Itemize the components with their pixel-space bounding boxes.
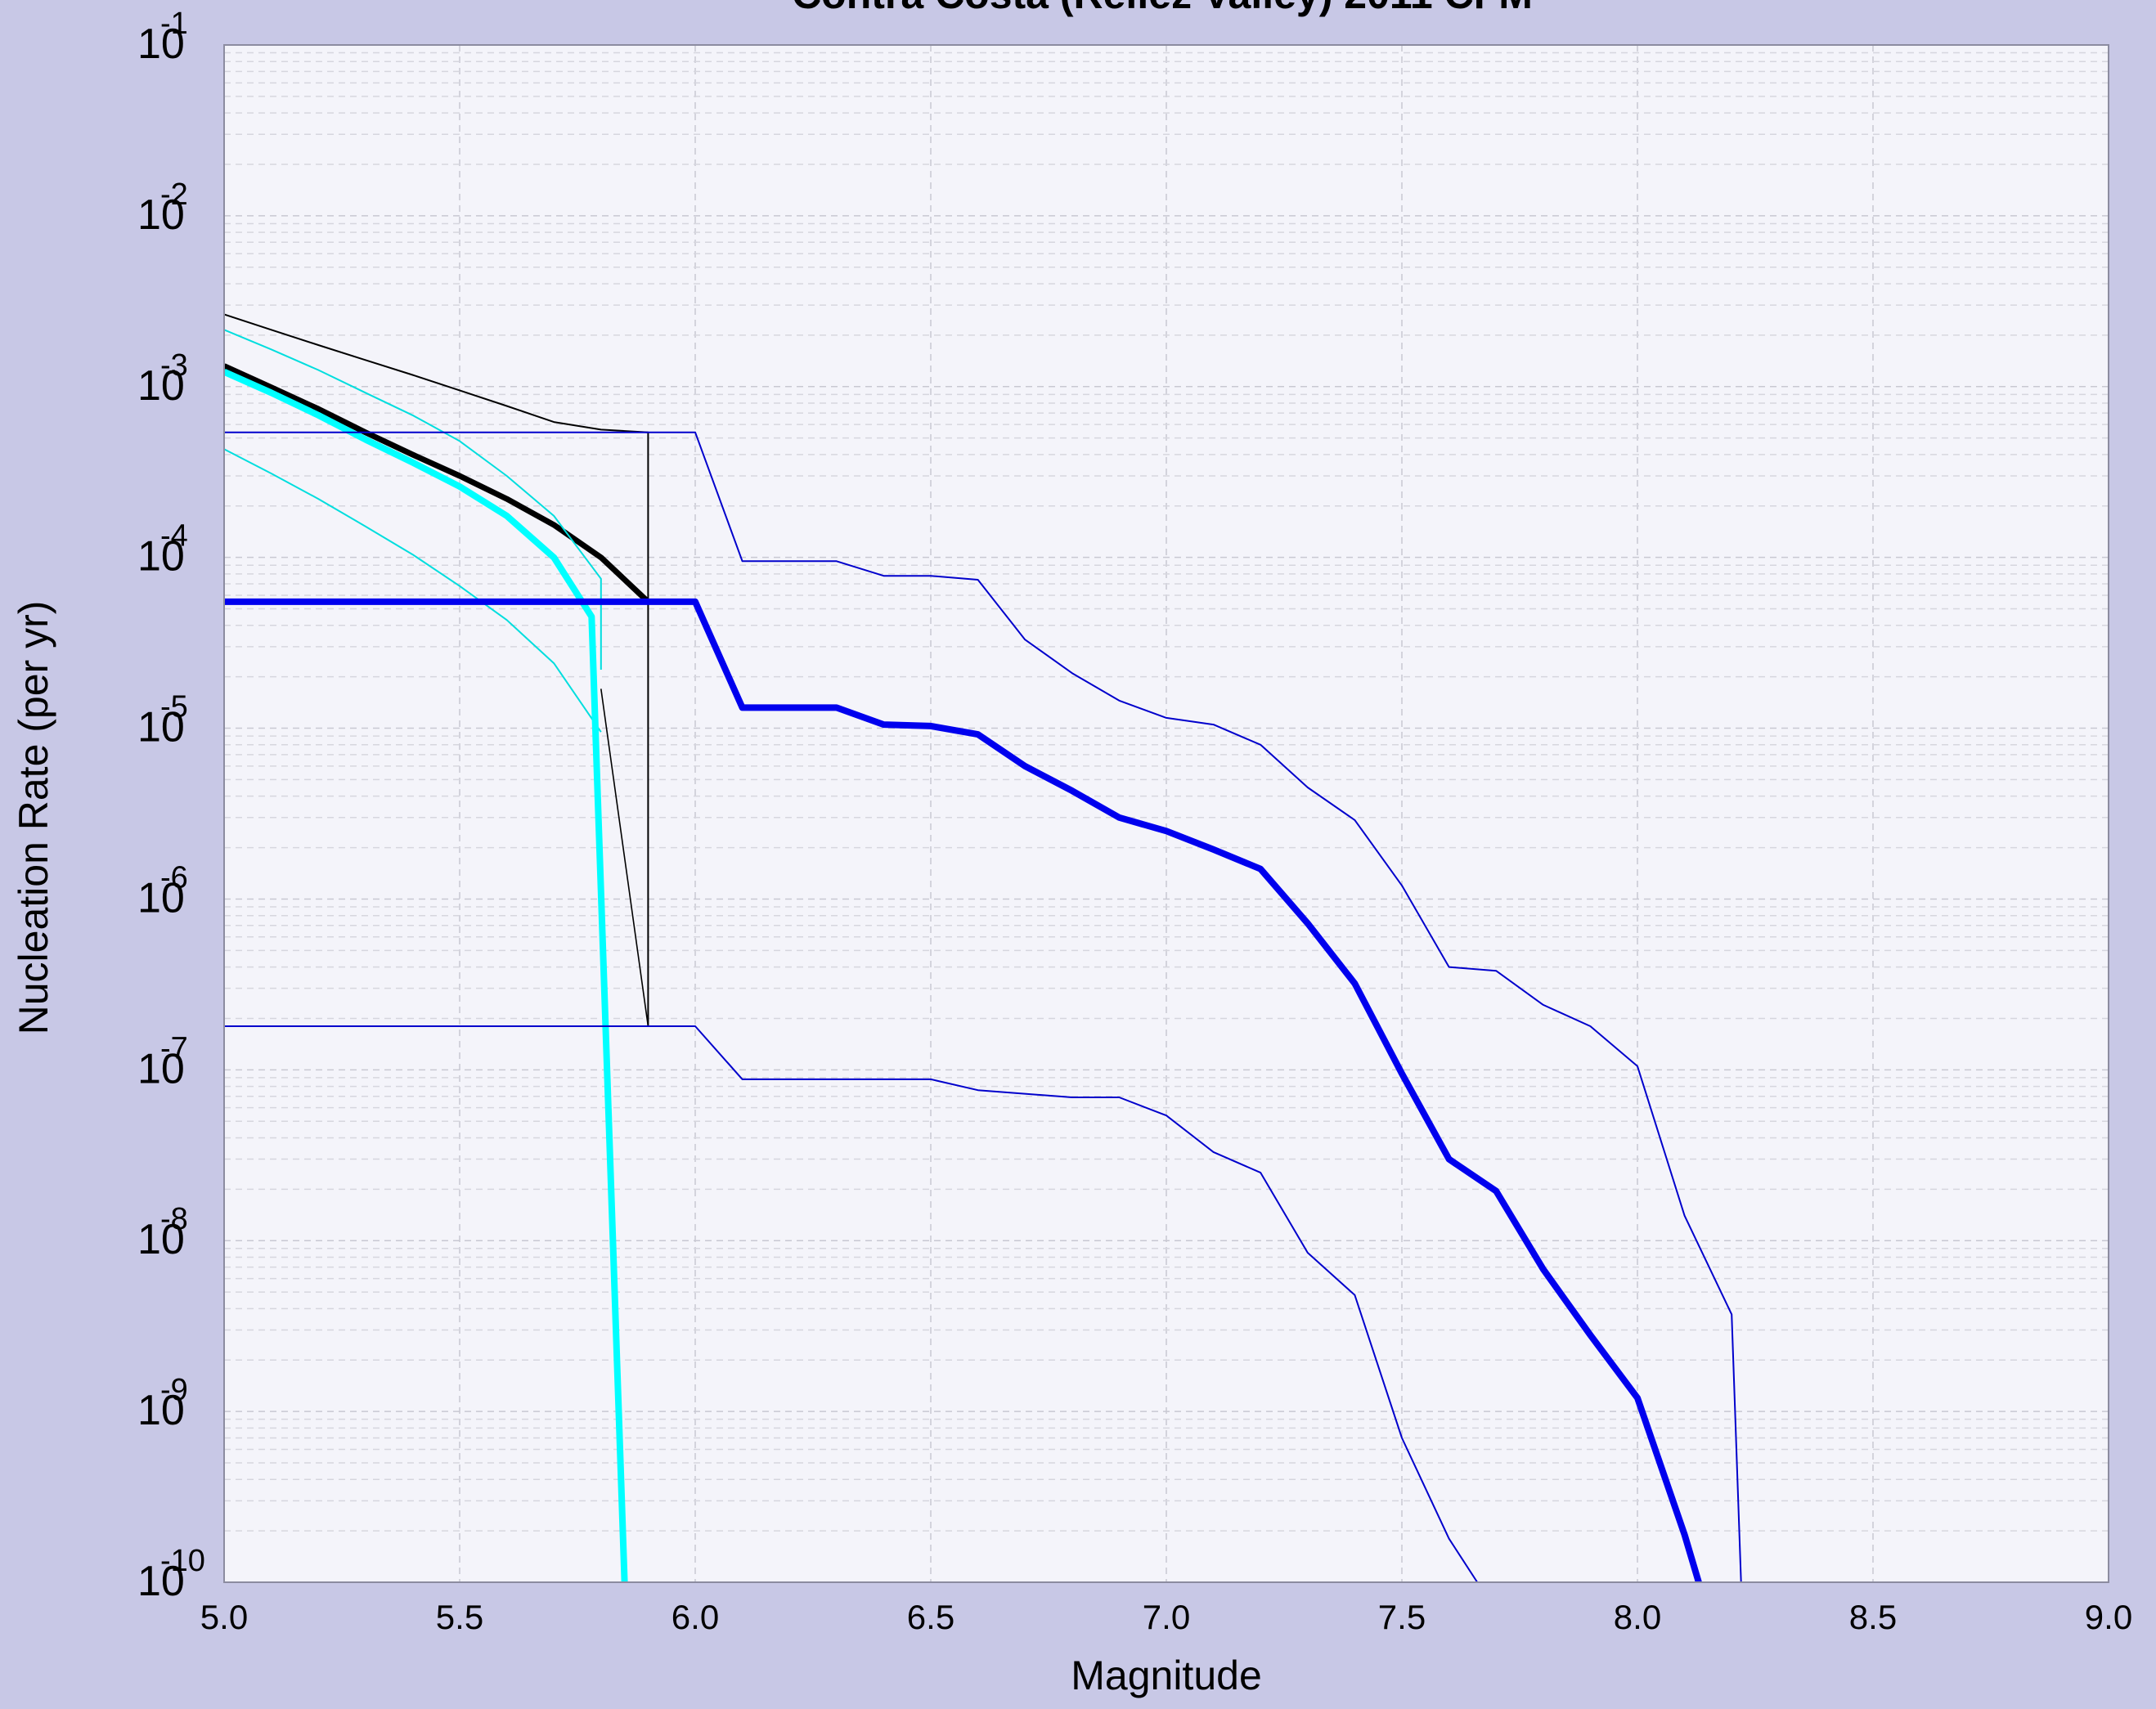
x-tick-label: 8.0 (1614, 1598, 1661, 1636)
y-tick-exponent: -7 (160, 1031, 188, 1065)
y-tick-label: 10 (137, 1045, 185, 1092)
y-tick-exponent: -10 (160, 1544, 205, 1578)
x-tick-label: 7.5 (1378, 1598, 1426, 1636)
y-tick-label: 10 (137, 191, 185, 239)
y-tick-label: 10 (137, 704, 185, 751)
y-tick-exponent: -6 (160, 860, 188, 895)
x-tick-label: 6.0 (672, 1598, 719, 1636)
y-tick-label: 10 (137, 874, 185, 922)
plot-frame (223, 44, 2109, 1583)
chart-title: Contra Costa (Reliez Valley) 2011 CFM (792, 0, 1533, 17)
y-tick-label: 10 (137, 362, 185, 410)
y-tick-exponent: -2 (160, 177, 188, 212)
y-tick-exponent: -4 (160, 519, 188, 554)
y-tick-exponent: -5 (160, 690, 188, 724)
x-axis-ticks: 5.0 5.5 6.0 6.5 7.0 7.5 8.0 8.5 9.0 (200, 1598, 2132, 1636)
series-line-7 (224, 431, 1742, 1582)
x-tick-label: 5.5 (436, 1598, 483, 1636)
y-tick-label: 10 (137, 1387, 185, 1434)
series-line-1 (224, 313, 649, 1026)
x-axis-label: Magnitude (1071, 1653, 1262, 1698)
y-tick-exponent: -9 (160, 1373, 188, 1407)
y-tick-exponent: -8 (160, 1202, 188, 1236)
x-tick-label: 5.0 (200, 1598, 248, 1636)
x-tick-label: 7.0 (1143, 1598, 1190, 1636)
x-tick-label: 6.5 (907, 1598, 954, 1636)
y-tick-exponent: -3 (160, 348, 188, 383)
series-line-4 (224, 329, 602, 670)
series-line-8 (224, 1025, 1479, 1582)
x-tick-label: 8.5 (1849, 1598, 1897, 1636)
y-axis-label: Nucleation Rate (per yr) (11, 601, 56, 1035)
y-tick-label: 10 (137, 533, 185, 581)
series-line-5 (224, 448, 602, 733)
y-tick-exponent: -1 (160, 7, 188, 41)
series-layer (224, 313, 1742, 1582)
series-line-2 (600, 689, 649, 1027)
series-line-3 (224, 363, 650, 604)
y-axis-ticks: 10-110-210-310-410-510-610-710-810-910-1… (137, 7, 205, 1605)
series-line-6 (224, 369, 628, 1582)
y-tick-label: 10 (137, 1216, 185, 1263)
y-tick-label: 10 (137, 20, 185, 68)
series-line-9 (224, 598, 1702, 1582)
y-tick-label: 10 (137, 1558, 185, 1605)
x-tick-label: 9.0 (2085, 1598, 2132, 1636)
